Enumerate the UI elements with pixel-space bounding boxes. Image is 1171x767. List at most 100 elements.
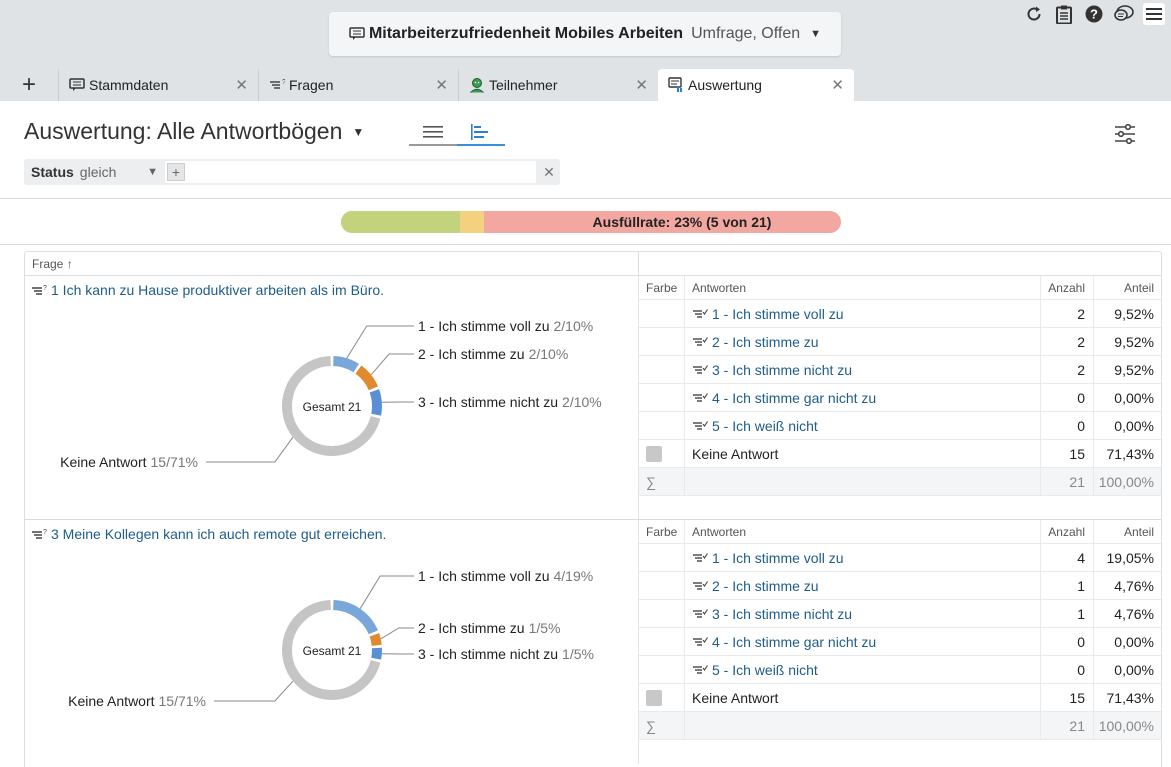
answer-option-icon [693, 636, 708, 646]
menu-icon[interactable] [1143, 3, 1165, 25]
answer-link[interactable]: 4 - Ich stimme gar nicht zu [685, 628, 1041, 655]
donut-slice[interactable] [371, 647, 382, 660]
question-list-icon: ? [270, 79, 285, 89]
answer-link[interactable]: 3 - Ich stimme nicht zu [685, 356, 1041, 383]
tab-stammdaten[interactable]: Stammdaten ✕ [58, 69, 258, 101]
answer-option-icon [693, 664, 708, 674]
answer-label: 1 - Ich stimme voll zu [712, 305, 844, 322]
answer-share: 71,43% [1106, 445, 1154, 462]
answer-option-icon [693, 392, 708, 402]
leader-line [370, 353, 414, 376]
column-header-anzahl[interactable]: Anzahl [1041, 276, 1094, 299]
column-header-anteil[interactable]: Anteil [1123, 280, 1154, 295]
survey-title-selector[interactable]: Mitarbeiterzufriedenheit Mobiles Arbeite… [329, 12, 841, 56]
table-row[interactable]: 3 - Ich stimme nicht zu 2 9,52% [639, 356, 1161, 384]
slice-label: 3 - Ich stimme nicht zu 1/5% [418, 646, 594, 662]
answer-link[interactable]: 3 - Ich stimme nicht zu [685, 600, 1041, 627]
donut-slice[interactable] [282, 600, 381, 700]
clipboard-icon[interactable] [1053, 3, 1075, 25]
table-row[interactable]: 1 - Ich stimme voll zu 2 9,52% [639, 300, 1161, 328]
color-swatch [646, 445, 662, 462]
filter-field-selector[interactable]: Status gleich ▼ [24, 159, 165, 185]
list-view-button[interactable] [409, 120, 457, 146]
divider [0, 198, 1171, 199]
table-row[interactable]: 5 - Ich weiß nicht 0 0,00% [639, 656, 1161, 684]
column-header-antworten[interactable]: Antworten [685, 276, 1041, 299]
tab-teilnehmer[interactable]: Teilnehmer ✕ [458, 69, 658, 101]
answer-table: Farbe Antworten Anzahl Anteil 1 - Ich stimme… [639, 520, 1161, 740]
survey-title: Mitarbeiterzufriedenheit Mobiles Arbeite… [368, 25, 684, 42]
table-row[interactable]: 2 - Ich stimme zu 2 9,52% [639, 328, 1161, 356]
settings-sliders-icon[interactable] [1114, 123, 1136, 145]
column-header-farbe[interactable]: Farbe [639, 276, 685, 299]
answer-link[interactable]: 4 - Ich stimme gar nicht zu [685, 384, 1041, 411]
answer-link[interactable]: 2 - Ich stimme zu [685, 572, 1041, 599]
filter-value-input[interactable]: + [165, 161, 536, 183]
donut-slice[interactable] [369, 633, 382, 646]
survey-subtitle: Umfrage, Offen [691, 25, 801, 42]
answer-count: 15 [1041, 684, 1094, 711]
help-icon[interactable]: ? [1083, 3, 1105, 25]
clear-filter-icon[interactable]: ✕ [543, 163, 555, 180]
view-selector[interactable]: Auswertung: Alle Antwortbögen ▼ [24, 118, 364, 145]
donut-slice[interactable] [355, 365, 378, 391]
column-header-anzahl[interactable]: Anzahl [1041, 520, 1094, 543]
close-icon[interactable]: ✕ [235, 77, 248, 94]
answer-link[interactable]: 5 - Ich weiß nicht [685, 656, 1041, 683]
table-row[interactable]: Keine Antwort 15 71,43% [639, 684, 1161, 712]
list-icon [423, 126, 443, 138]
answer-share: 0,00% [1114, 389, 1154, 406]
answer-option-icon [693, 308, 708, 318]
answer-option-icon [693, 580, 708, 590]
donut-slice[interactable] [282, 356, 381, 456]
answer-link[interactable]: 1 - Ich stimme voll zu [685, 544, 1041, 571]
table-row[interactable]: Keine Antwort 15 71,43% [639, 440, 1161, 468]
chevron-down-icon: ▼ [810, 28, 822, 40]
answer-link[interactable]: 5 - Ich weiß nicht [685, 412, 1041, 439]
chart-view-button[interactable] [457, 120, 505, 146]
refresh-icon[interactable] [1023, 3, 1045, 25]
close-icon[interactable]: ✕ [831, 77, 844, 94]
top-bar: Mitarbeiterzufriedenheit Mobiles Arbeite… [0, 0, 1171, 69]
donut-slice[interactable] [332, 600, 378, 635]
column-header-anteil[interactable]: Anteil [1123, 524, 1154, 539]
answer-count: 2 [1041, 300, 1094, 327]
add-tab-button[interactable]: + [21, 71, 36, 98]
answer-option-icon [693, 364, 708, 374]
answer-share: 71,43% [1106, 689, 1154, 706]
table-row[interactable]: 4 - Ich stimme gar nicht zu 0 0,00% [639, 628, 1161, 656]
color-cell [639, 600, 685, 627]
close-icon[interactable]: ✕ [435, 77, 448, 94]
column-header-antworten[interactable]: Antworten [685, 520, 1041, 543]
question-title[interactable]: ? 1 Ich kann zu Hause produktiver arbeite… [31, 282, 384, 298]
tab-fragen[interactable]: ? Fragen ✕ [258, 69, 458, 101]
sum-share: 100,00% [1098, 717, 1154, 734]
chat-icon[interactable] [1113, 3, 1135, 25]
question-title[interactable]: ? 3 Meine Kollegen kann ich auch remote g… [31, 526, 386, 542]
donut-slice[interactable] [332, 356, 359, 373]
answer-label: 5 - Ich weiß nicht [712, 661, 818, 678]
table-row[interactable]: 1 - Ich stimme voll zu 4 19,05% [639, 544, 1161, 572]
answer-link[interactable]: 1 - Ich stimme voll zu [685, 300, 1041, 327]
add-filter-value-button[interactable]: + [167, 163, 185, 181]
answer-count: 1 [1041, 572, 1094, 599]
question-list-icon: ? [32, 529, 47, 539]
table-row[interactable]: 3 - Ich stimme nicht zu 1 4,76% [639, 600, 1161, 628]
question-block: ? 3 Meine Kollegen kann ich auch remote g… [25, 520, 1161, 764]
answer-share: 4,76% [1114, 577, 1154, 594]
column-header-farbe[interactable]: Farbe [639, 520, 685, 543]
color-cell [639, 572, 685, 599]
filter-field-label: Status [31, 164, 74, 180]
answer-link[interactable]: 2 - Ich stimme zu [685, 328, 1041, 355]
sort-by-frage[interactable]: Frage ↑ [32, 257, 73, 271]
table-row[interactable]: 2 - Ich stimme zu 1 4,76% [639, 572, 1161, 600]
tab-auswertung[interactable]: Auswertung ✕ [658, 69, 854, 101]
answer-option-icon [693, 608, 708, 618]
slice-label: 1 - Ich stimme voll zu 4/19% [418, 568, 593, 584]
answer-label: 5 - Ich weiß nicht [712, 417, 818, 434]
leader-line [206, 436, 294, 463]
table-row[interactable]: 4 - Ich stimme gar nicht zu 0 0,00% [639, 384, 1161, 412]
close-icon[interactable]: ✕ [635, 77, 648, 94]
table-row[interactable]: 5 - Ich weiß nicht 0 0,00% [639, 412, 1161, 440]
donut-slice[interactable] [369, 389, 382, 416]
